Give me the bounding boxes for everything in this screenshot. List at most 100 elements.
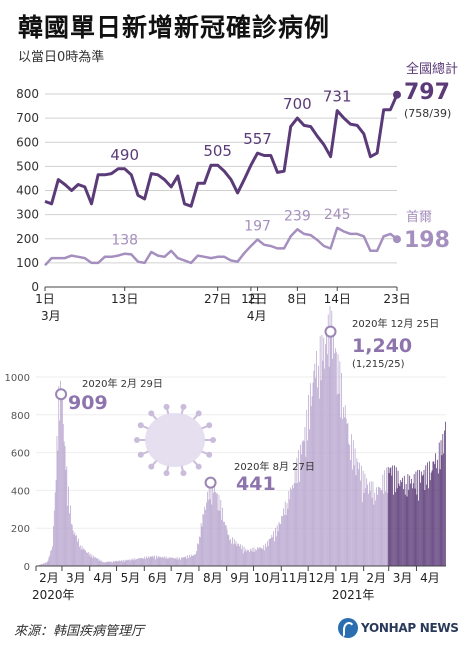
bar-day — [394, 465, 395, 566]
bar-day — [326, 354, 328, 566]
bar-day — [202, 514, 204, 566]
bar-peak-date: 2020年 8月 27日 — [234, 460, 315, 473]
bar-day — [438, 442, 440, 566]
bar-day — [439, 469, 441, 566]
bar-day — [296, 457, 298, 566]
bar-day — [311, 396, 313, 566]
bar-day — [299, 481, 300, 566]
line-series-0 — [44, 94, 399, 208]
bar-ytick-label: 600 — [11, 449, 30, 460]
bar-day — [376, 487, 377, 566]
bar-day — [396, 488, 398, 566]
line-month-label: 3月 — [41, 309, 61, 323]
bar-day — [125, 560, 127, 566]
bar-day — [409, 475, 411, 566]
bar-day — [379, 487, 381, 566]
bar-day — [222, 507, 223, 566]
bar-day — [417, 470, 419, 566]
bar-day — [203, 514, 205, 566]
bar-day — [130, 560, 131, 566]
bar-day — [382, 474, 384, 566]
bar-day — [73, 534, 75, 566]
bar-day — [300, 454, 302, 566]
bar-day — [430, 472, 432, 566]
bar-day — [356, 458, 358, 566]
bar-day — [42, 564, 44, 566]
bar-day — [228, 535, 230, 566]
bar-day — [246, 551, 248, 566]
line-xtick-label: 13日 — [111, 292, 138, 306]
bar-day — [229, 540, 231, 566]
bar-day — [252, 551, 254, 566]
bar-day — [267, 545, 269, 566]
bar-day — [277, 531, 279, 566]
bar-day — [372, 481, 374, 566]
bar-day — [177, 557, 179, 566]
bar-month-label: 4月 — [420, 571, 440, 585]
bar-day — [45, 563, 47, 566]
bar-day — [391, 475, 393, 566]
bar-day — [377, 494, 378, 566]
bar-day — [256, 550, 257, 566]
bar-ytick-label: 0 — [24, 562, 30, 573]
bar-day — [75, 536, 77, 566]
bar-day — [60, 380, 61, 566]
bar-day — [86, 552, 87, 566]
bar-day — [352, 469, 353, 566]
bar-day — [253, 547, 255, 566]
bar-day — [294, 467, 296, 566]
bar-day — [432, 461, 434, 566]
bar-ytick-label: 400 — [11, 486, 30, 497]
bar-day — [215, 493, 217, 566]
bar-day — [425, 465, 427, 566]
bar-month-label: 10月 — [254, 571, 281, 585]
bar-day — [275, 536, 277, 566]
bar-day — [104, 562, 106, 566]
bar-day — [164, 556, 165, 566]
bar-day — [44, 562, 46, 566]
bar-day — [95, 557, 97, 566]
bar-month-label: 8月 — [203, 571, 223, 585]
bar-day — [276, 525, 278, 566]
bar-day — [320, 380, 322, 566]
bar-day — [83, 548, 85, 566]
bar-day — [287, 508, 289, 566]
bar-day — [423, 469, 425, 566]
bar-day — [242, 553, 244, 566]
line-xtick-label: 14日 — [324, 292, 351, 306]
bar-day — [120, 561, 121, 566]
bar-day — [209, 499, 211, 566]
bar-day — [369, 482, 370, 566]
bar-day — [84, 549, 86, 566]
line-series-1 — [44, 226, 398, 267]
bar-month-label: 9月 — [230, 571, 250, 585]
bar-day — [196, 550, 197, 566]
bar-month-label: 4月 — [93, 571, 113, 585]
bar-day — [78, 546, 80, 566]
bar-day — [339, 361, 341, 566]
bar-day — [133, 560, 135, 566]
bar-day — [354, 448, 356, 566]
bar-day — [386, 492, 388, 566]
bar-day — [445, 421, 446, 566]
bar-day — [410, 483, 411, 566]
bar-day — [192, 555, 194, 566]
bar-day — [189, 554, 190, 566]
bar-day — [288, 490, 290, 566]
bar-day — [87, 551, 89, 566]
bar-day — [250, 550, 252, 566]
bar-day — [129, 559, 130, 566]
bar-day — [321, 334, 323, 566]
bar-day — [295, 483, 297, 566]
line-data-label: 700 — [283, 95, 312, 113]
bar-day — [99, 559, 101, 566]
bar-day — [402, 477, 403, 566]
bar-day — [309, 429, 310, 566]
bar-day — [74, 532, 76, 566]
bar-day — [444, 430, 445, 566]
bar-day — [220, 500, 222, 566]
bar-day — [297, 482, 299, 566]
bar-day — [109, 561, 111, 566]
bar-day — [400, 480, 402, 566]
bar-day — [319, 336, 321, 566]
